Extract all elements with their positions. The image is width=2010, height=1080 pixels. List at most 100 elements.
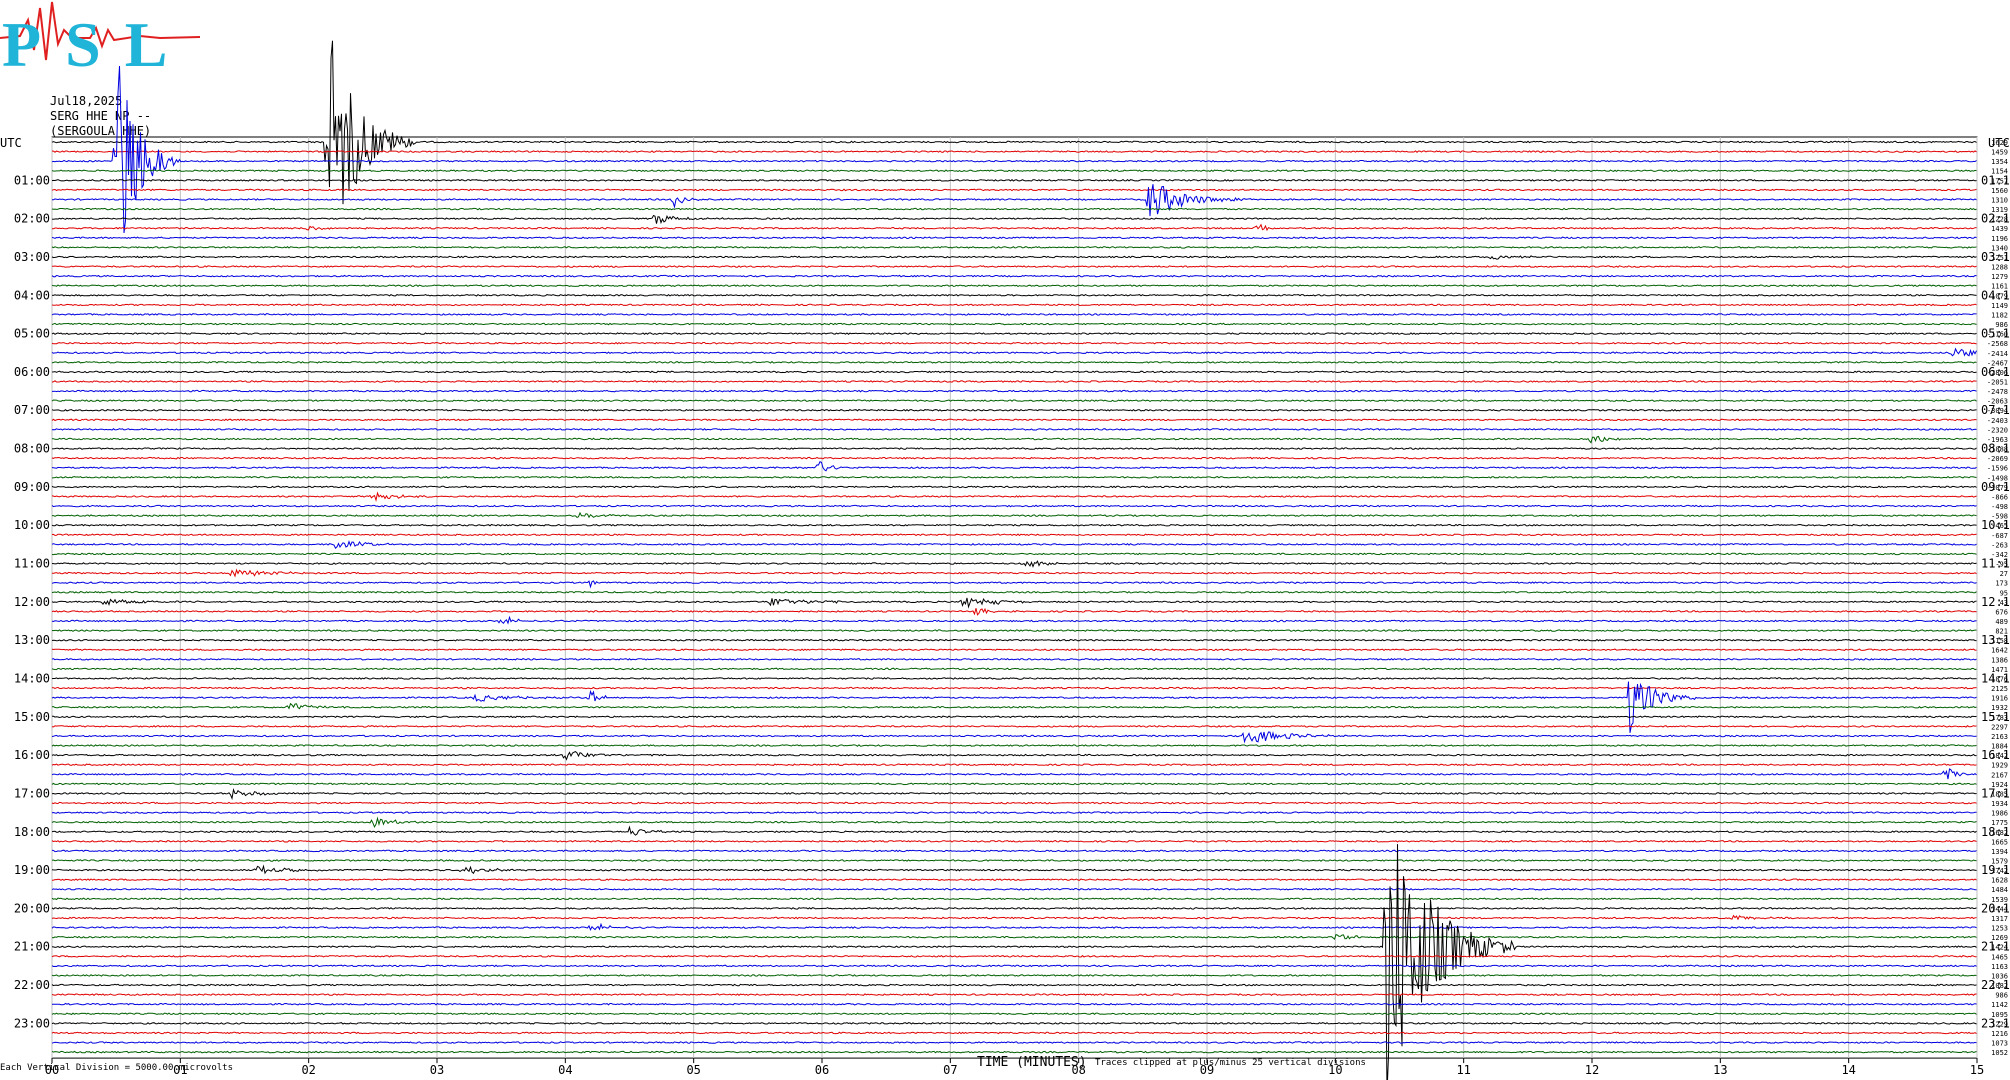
trace-line: [51, 461, 1977, 472]
trace-offset-label: 2163: [1991, 733, 2008, 741]
trace-line: [51, 560, 1977, 568]
hour-label-right: 16:15: [1981, 748, 2010, 762]
trace-offset-label: -1498: [1987, 474, 2008, 482]
trace-offset-label: 1269: [1991, 934, 2008, 942]
trace-offset-label: -866: [1991, 493, 2008, 501]
x-tick-label: 03: [430, 1063, 444, 1077]
utc-right-label: UTC: [1988, 136, 2010, 150]
hour-label-right: 12:15: [1981, 595, 2010, 609]
trace-line: [51, 293, 1977, 297]
x-tick-label: 11: [1456, 1063, 1470, 1077]
trace-line: [51, 677, 1977, 680]
trace-offset-label: 173: [1995, 580, 2008, 588]
hour-label-right: 10:15: [1981, 518, 2010, 532]
trace-offset-label: 1579: [1991, 858, 2008, 866]
trace-line: [51, 983, 1977, 987]
trace-line: [51, 284, 1977, 288]
trace-line: [51, 954, 1977, 958]
trace-offset-label: 1929: [1991, 762, 2008, 770]
hour-label-right: 09:15: [1981, 480, 2010, 494]
hour-label-left: 12:00: [14, 595, 50, 609]
trace-offset-label: 1161: [1991, 283, 2008, 291]
trace-offset-label: 95: [2000, 589, 2008, 597]
trace-line: [51, 1050, 1977, 1054]
trace-offset-label: 821: [1995, 628, 2008, 636]
trace-line: [51, 638, 1977, 642]
trace-offset-label: 1682: [1991, 829, 2008, 837]
trace-line: [51, 907, 1977, 910]
trace-line: [51, 504, 1977, 508]
hour-label-left: 19:00: [14, 863, 50, 877]
trace-line: [51, 667, 1977, 671]
trace-offset-label: 1394: [1991, 848, 2008, 856]
trace-offset-label: -2414: [1987, 350, 2008, 358]
trace-line: [51, 246, 1977, 249]
hour-label-left: 22:00: [14, 978, 50, 992]
trace-line: [51, 1041, 1977, 1044]
hour-label-right: 21:15: [1981, 940, 2010, 954]
hour-label-left: 05:00: [14, 327, 50, 341]
hour-label-left: 04:00: [14, 288, 50, 302]
trace-line: [51, 922, 1977, 932]
trace-line: [51, 540, 1977, 550]
trace-line: [51, 849, 1977, 853]
trace-offset-label: 1471: [1991, 666, 2008, 674]
trace-line: [51, 150, 1977, 153]
trace-offset-label: -1160: [1987, 331, 2008, 339]
trace-offset-label: 1036: [1991, 972, 2008, 980]
trace-offset-label: 1916: [1991, 695, 2008, 703]
trace-offset-label: -2467: [1987, 359, 2008, 367]
logo-seismic-wiggle: [0, 1, 201, 61]
trace-offset-label: -2069: [1987, 455, 2008, 463]
hour-label-right: 13:15: [1981, 633, 2010, 647]
hour-label-right: 01:15: [1981, 173, 2010, 187]
trace-offset-label: -2806: [1987, 369, 2008, 377]
trace-offset-label: 1319: [1991, 206, 2008, 214]
trace-line: [51, 686, 1977, 690]
trace-offset-label: 1082: [1991, 982, 2008, 990]
trace-offset-label: 986: [1995, 321, 2008, 329]
hour-label-right: 18:15: [1981, 825, 2010, 839]
x-tick-label: 05: [686, 1063, 700, 1077]
trace-line: [51, 597, 1977, 609]
x-tick-label: 12: [1585, 1063, 1599, 1077]
trace-offset-label: -1079: [1987, 484, 2008, 492]
trace-offset-label: -2568: [1987, 340, 2008, 348]
record-date: Jul18,2025: [50, 94, 123, 108]
trace-offset-label: 1182: [1991, 311, 2008, 319]
x-tick-label: 07: [943, 1063, 957, 1077]
trace-line: [51, 360, 1977, 364]
hour-label-right: 11:15: [1981, 557, 2010, 571]
trace-line: [51, 788, 1977, 801]
logo-lettering: PSL: [2, 9, 191, 72]
trace-line: [51, 214, 1977, 225]
trace-offset-label: 1629: [1991, 139, 2008, 147]
trace-offset-label: -1596: [1987, 465, 2008, 473]
trace-line: [52, 511, 1977, 519]
trace-offset-label: -2063: [1987, 398, 2008, 406]
trace-offset-label: 2167: [1991, 771, 2008, 779]
trace-offset-label: 1196: [1991, 235, 2008, 243]
trace-offset-label: 1885: [1991, 790, 2008, 798]
trace-line: [51, 702, 1977, 710]
trace-offset-label: 1095: [1991, 1011, 2008, 1019]
x-tick-label: 06: [815, 1063, 829, 1077]
trace-offset-label: 1251: [1991, 254, 2008, 262]
trace-line: [51, 782, 1977, 786]
trace-line: [51, 313, 1977, 316]
hour-label-left: 08:00: [14, 442, 50, 456]
trace-offset-label: 1884: [1991, 743, 2008, 751]
trace-line: [51, 897, 1977, 901]
trace-line: [51, 859, 1977, 862]
trace-offset-label: 1163: [1991, 963, 2008, 971]
trace-line: [52, 223, 1977, 232]
trace-offset-label: 1149: [1991, 302, 2008, 310]
trace-offset-label: 2125: [1991, 685, 2008, 693]
trace-line: [51, 744, 1977, 747]
trace-line: [51, 1012, 1977, 1016]
trace-line: [51, 1002, 1977, 1006]
trace-offset-label: 1386: [1991, 656, 2008, 664]
hour-label-right: 19:15: [1981, 863, 2010, 877]
trace-line: [51, 933, 1977, 940]
hour-label-left: 14:00: [14, 671, 50, 685]
